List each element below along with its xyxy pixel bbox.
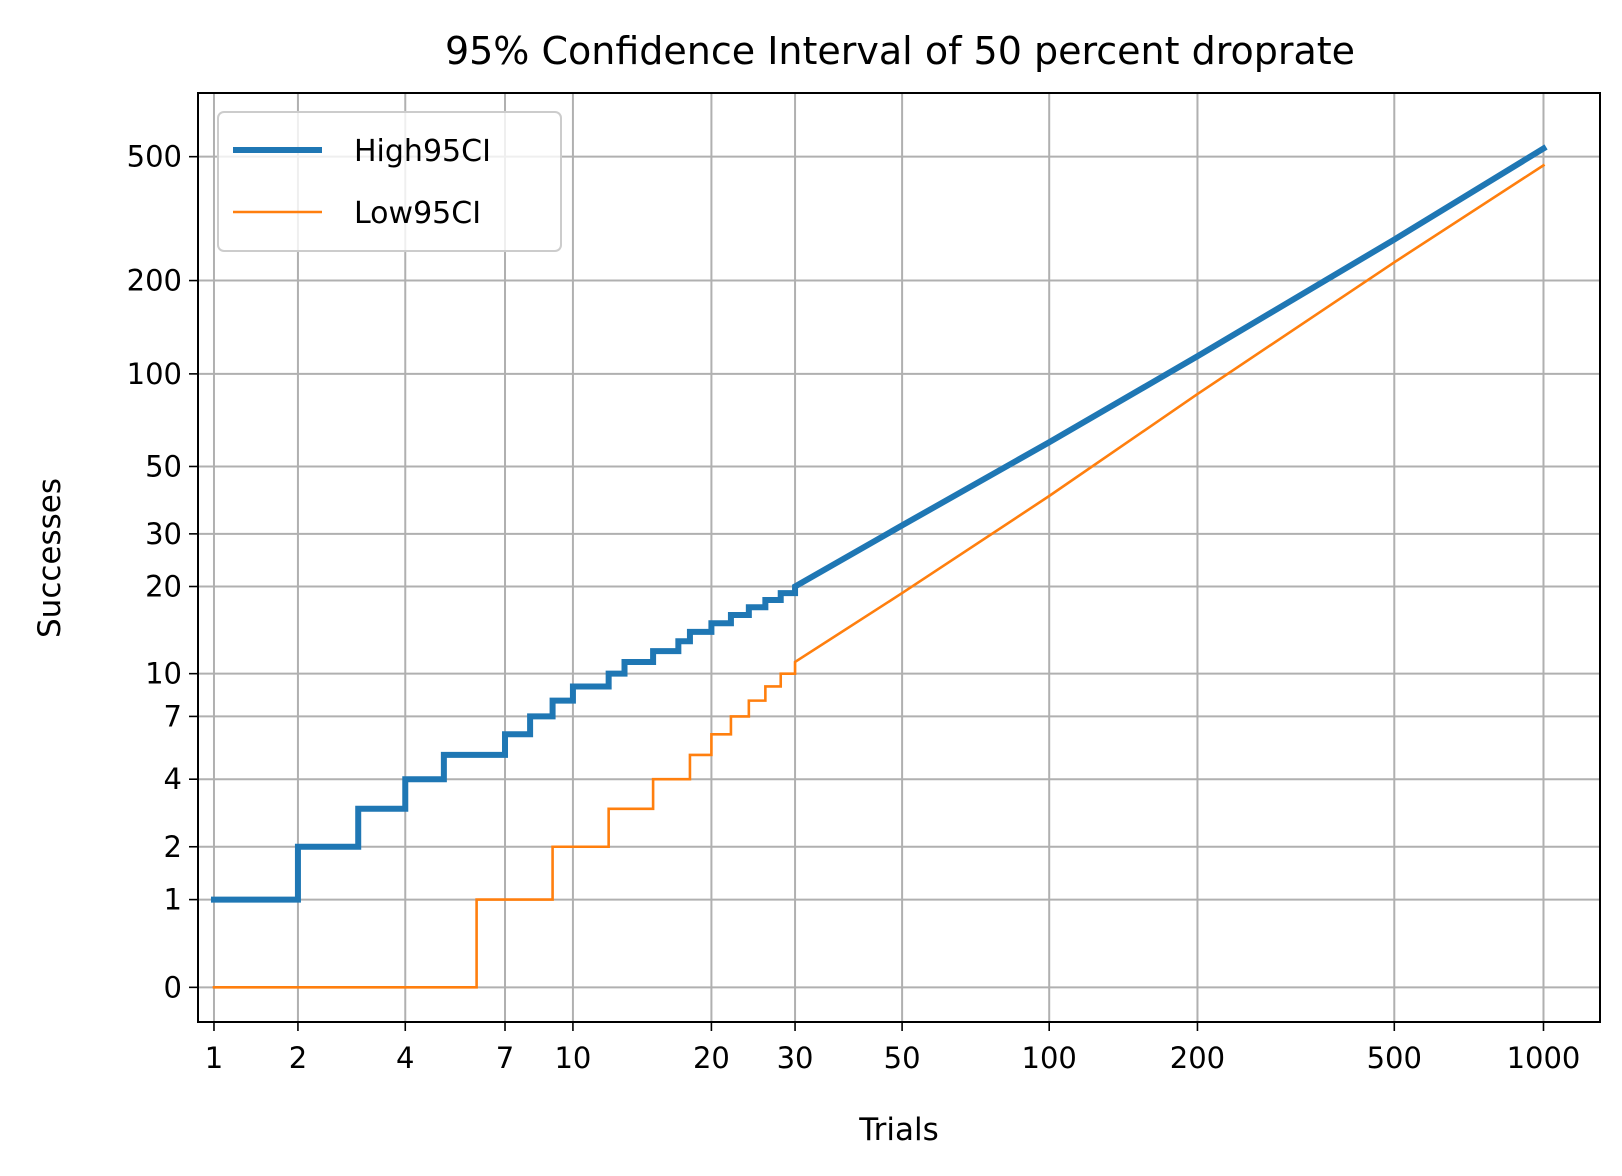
x-axis-label: Trials <box>858 1112 939 1148</box>
y-tick-label: 20 <box>145 570 182 604</box>
series-layer <box>210 144 1548 989</box>
x-tick-label: 2 <box>289 1041 307 1075</box>
x-tick-label: 1 <box>205 1041 223 1075</box>
x-tick-label: 1000 <box>1507 1041 1581 1075</box>
y-tick-label: 30 <box>145 517 182 551</box>
series-line-low95ci <box>212 163 1546 989</box>
y-tick-label: 2 <box>164 830 182 864</box>
plot-area-frame <box>197 92 1601 1023</box>
legend: High95CI Low95CI <box>217 111 562 252</box>
x-tick-label: 10 <box>554 1041 591 1075</box>
legend-label-low95ci: Low95CI <box>354 196 481 231</box>
y-tick-label: 7 <box>164 699 182 733</box>
x-tick-label: 100 <box>1022 1041 1077 1075</box>
y-tick-label: 0 <box>164 970 182 1004</box>
y-tick-label: 100 <box>127 357 182 391</box>
x-tick-label: 20 <box>693 1041 730 1075</box>
x-tick-label: 50 <box>884 1041 921 1075</box>
y-tick-label: 4 <box>164 762 182 796</box>
x-tick-label: 200 <box>1170 1041 1225 1075</box>
y-axis-label: Successes <box>32 478 68 638</box>
x-tick-label: 30 <box>777 1041 814 1075</box>
x-tick-label: 500 <box>1367 1041 1422 1075</box>
legend-frame <box>217 111 562 252</box>
y-tick-label: 200 <box>127 264 182 298</box>
x-tick-label: 7 <box>496 1041 514 1075</box>
y-tick-label: 500 <box>127 140 182 174</box>
chart-title: 95% Confidence Interval of 50 percent dr… <box>445 29 1355 73</box>
legend-label-high95ci: High95CI <box>354 134 491 169</box>
y-tick-label: 50 <box>145 449 182 483</box>
y-tick-label: 10 <box>145 657 182 691</box>
series-line-high95ci <box>210 144 1548 903</box>
y-tick-label: 1 <box>164 883 182 917</box>
x-tick-label: 4 <box>396 1041 414 1075</box>
ticks: 1 2 4 7 10 20 30 50 100 200 500 1000 0 1 2 4 7 10 20 30 50 10… <box>127 140 1581 1075</box>
